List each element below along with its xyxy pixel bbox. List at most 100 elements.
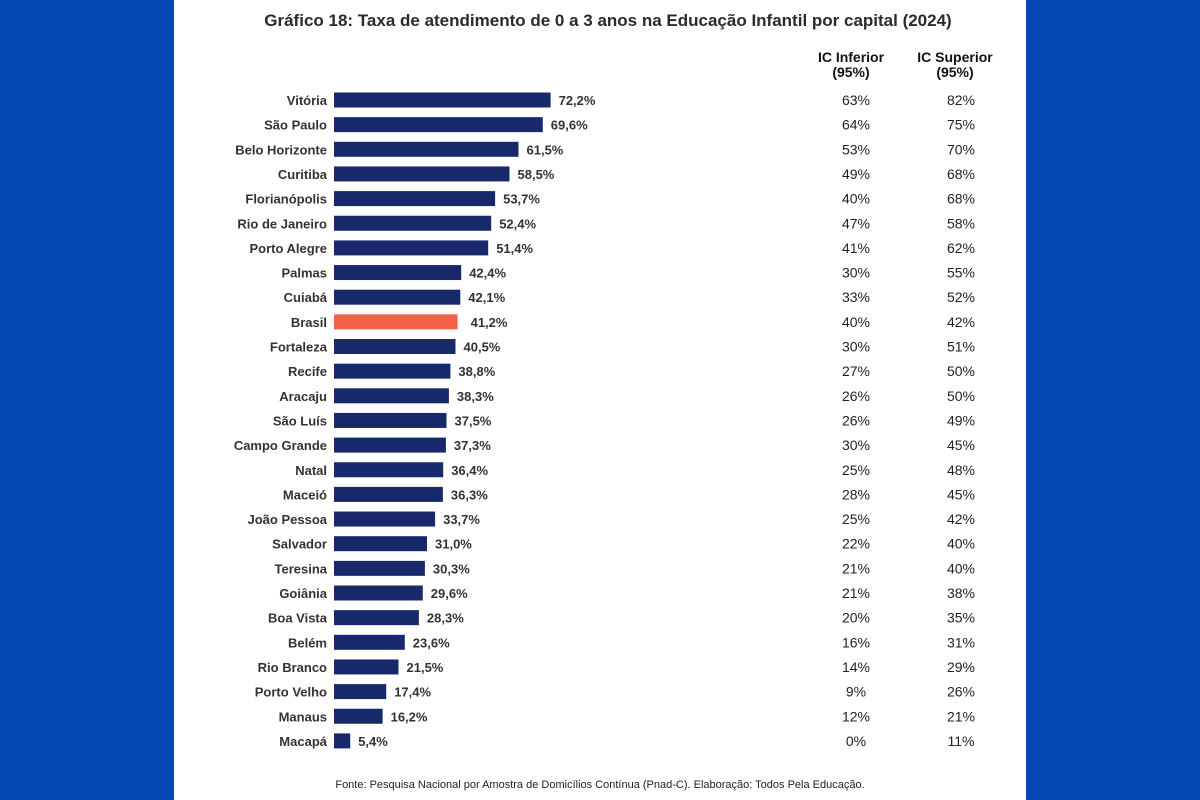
bar <box>334 215 492 231</box>
category-label: Manaus <box>279 709 327 724</box>
ic-inferior-value: 40% <box>842 314 870 330</box>
ic-inferior-value: 9% <box>846 684 866 700</box>
ic-inferior-value: 28% <box>842 486 870 502</box>
ic-superior-value: 11% <box>948 733 975 749</box>
bar <box>334 634 405 650</box>
category-label: Cuiabá <box>284 290 328 305</box>
value-label: 61,5% <box>527 142 564 157</box>
value-label: 41,2% <box>471 315 508 330</box>
category-label: Porto Alegre <box>249 241 327 256</box>
category-label: Brasil <box>291 315 327 330</box>
value-label: 51,4% <box>496 241 533 256</box>
value-label: 53,7% <box>503 192 540 207</box>
value-label: 33,7% <box>443 512 480 527</box>
bar <box>334 437 446 453</box>
bar <box>334 117 543 133</box>
ic-superior-value: 48% <box>947 462 975 478</box>
ic-inferior-value: 30% <box>842 265 870 281</box>
ic-superior-value: 45% <box>947 437 975 453</box>
category-label: Fortaleza <box>270 340 328 355</box>
category-label: Belo Horizonte <box>235 142 327 157</box>
ic-inferior-value: 25% <box>842 511 870 527</box>
ic-inferior-value: 27% <box>842 363 870 379</box>
ic-superior-value: 42% <box>947 511 975 527</box>
category-label: Florianópolis <box>245 192 327 207</box>
value-label: 23,6% <box>413 635 450 650</box>
value-label: 69,6% <box>551 118 588 133</box>
bar <box>334 560 425 576</box>
ic-inferior-value: 20% <box>842 610 870 626</box>
ic-inferior-value: 22% <box>842 536 870 552</box>
category-label: Goiânia <box>279 586 327 601</box>
category-label: Belém <box>288 635 327 650</box>
category-label: João Pessoa <box>248 512 328 527</box>
bar <box>334 511 436 527</box>
category-label: Macapá <box>279 734 327 749</box>
bar <box>334 363 451 379</box>
ic-inferior-value: 30% <box>842 339 870 355</box>
chart-title: Gráfico 18: Taxa de atendimento de 0 a 3… <box>264 11 952 30</box>
value-label: 38,8% <box>458 364 495 379</box>
value-label: 36,4% <box>451 463 488 478</box>
value-label: 52,4% <box>499 216 536 231</box>
bar <box>334 585 423 601</box>
ic-superior-value: 68% <box>947 166 975 182</box>
ic-inferior-value: 14% <box>842 659 870 675</box>
value-label: 21,5% <box>407 660 444 675</box>
ic-inferior-value: 21% <box>842 585 870 601</box>
ic-inferior-value: 0% <box>846 733 866 749</box>
bar <box>334 265 462 281</box>
category-label: Rio Branco <box>258 660 327 675</box>
ic-superior-value: 50% <box>947 363 975 379</box>
category-label: Recife <box>288 364 327 379</box>
ic-superior-value: 42% <box>947 314 975 330</box>
category-label: Curitiba <box>278 167 328 182</box>
bar <box>334 536 427 552</box>
category-label: Vitória <box>287 93 328 108</box>
category-label: Salvador <box>272 537 327 552</box>
bar <box>334 462 444 478</box>
ic-superior-value: 68% <box>947 191 975 207</box>
ic-superior-value: 75% <box>947 117 975 133</box>
ic-superior-value: 55% <box>947 265 975 281</box>
chart-panel: Gráfico 18: Taxa de atendimento de 0 a 3… <box>174 0 1026 800</box>
bar <box>334 141 519 157</box>
ic-superior-value: 31% <box>947 634 975 650</box>
ic-inferior-value: 12% <box>842 708 870 724</box>
ic-superior-value: 51% <box>947 339 975 355</box>
bar <box>334 708 383 724</box>
bar <box>334 486 443 502</box>
category-label: São Paulo <box>264 118 327 133</box>
bar <box>334 92 551 108</box>
bar <box>334 412 447 428</box>
bar <box>334 684 387 700</box>
ic-inferior-header-line2: (95%) <box>832 64 870 80</box>
category-label: Teresina <box>274 561 327 576</box>
category-label: São Luís <box>273 413 327 428</box>
ic-inferior-value: 21% <box>842 560 870 576</box>
bar <box>334 659 399 675</box>
ic-superior-value: 45% <box>947 486 975 502</box>
category-label: Rio de Janeiro <box>237 216 327 231</box>
ic-superior-value: 58% <box>947 215 975 231</box>
category-label: Natal <box>295 463 327 478</box>
value-label: 58,5% <box>518 167 555 182</box>
value-label: 29,6% <box>431 586 468 601</box>
ic-superior-value: 49% <box>947 412 975 428</box>
value-label: 5,4% <box>358 734 388 749</box>
value-label: 37,3% <box>454 438 491 453</box>
bar <box>334 191 496 207</box>
category-label: Palmas <box>281 266 327 281</box>
ic-inferior-value: 33% <box>842 289 870 305</box>
ic-superior-value: 70% <box>947 141 975 157</box>
value-label: 38,3% <box>457 389 494 404</box>
bar <box>334 610 419 626</box>
ic-superior-header-line2: (95%) <box>936 64 974 80</box>
ic-superior-value: 40% <box>947 536 975 552</box>
ic-inferior-value: 41% <box>842 240 870 256</box>
value-label: 28,3% <box>427 611 464 626</box>
value-label: 30,3% <box>433 561 470 576</box>
ic-inferior-value: 26% <box>842 388 870 404</box>
bar <box>334 733 351 749</box>
bar-chart: Vitória 72,2% 63% 82% São Paulo 69,6% 64% 75% Be… <box>234 92 975 749</box>
